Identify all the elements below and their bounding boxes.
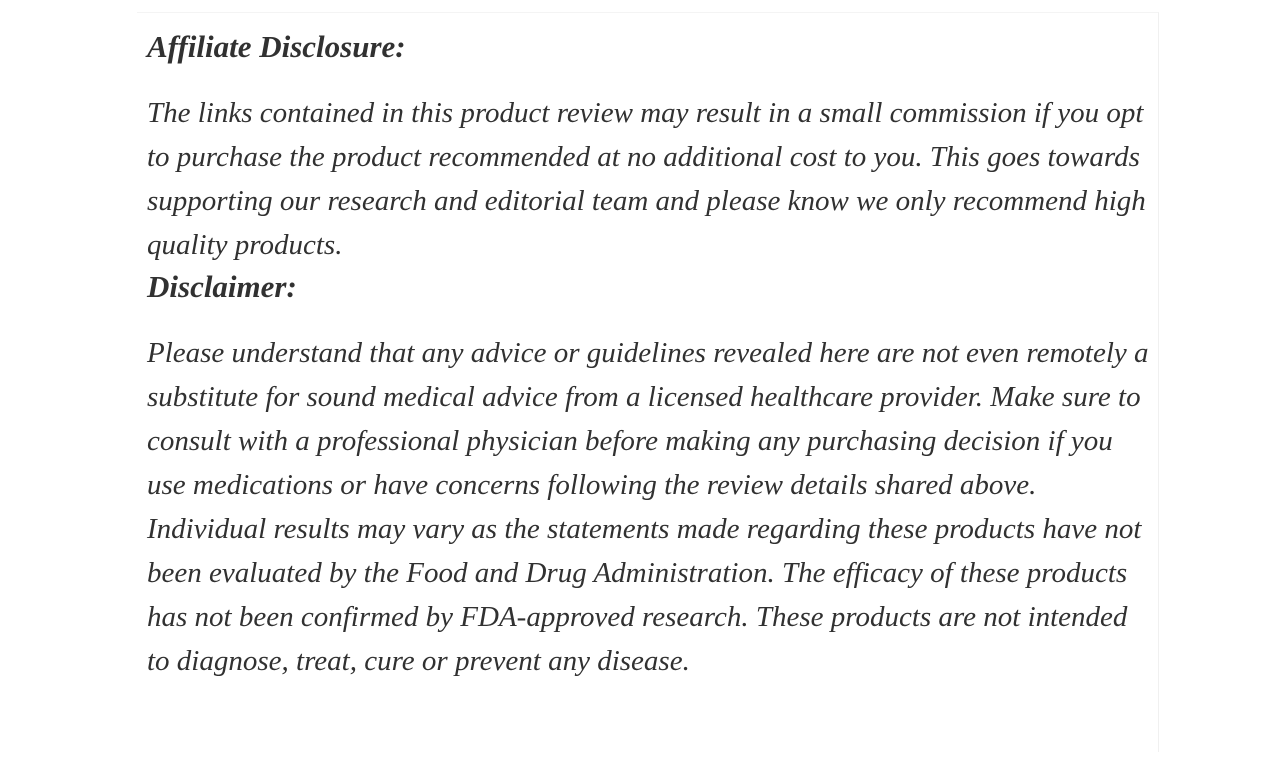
article-content: Affiliate Disclosure: The links containe… — [137, 12, 1159, 752]
affiliate-disclosure-section: Affiliate Disclosure: The links containe… — [147, 27, 1158, 267]
disclaimer-heading: Disclaimer: — [147, 269, 297, 304]
affiliate-disclosure-heading: Affiliate Disclosure: — [147, 29, 406, 64]
affiliate-disclosure-paragraph: The links contained in this product revi… — [147, 97, 1146, 261]
disclaimer-paragraph: Please understand that any advice or gui… — [147, 337, 1149, 677]
disclaimer-section: Disclaimer: Please understand that any a… — [147, 267, 1158, 683]
